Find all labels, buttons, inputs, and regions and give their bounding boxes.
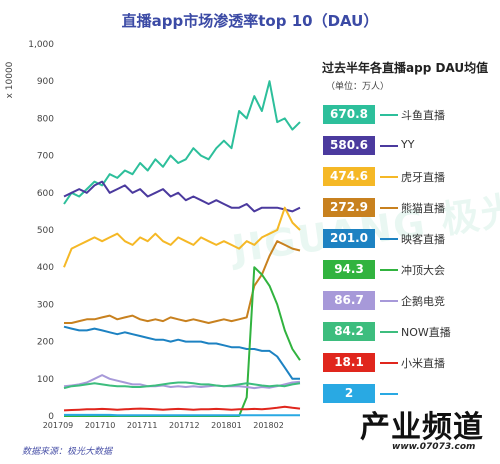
y-tick-label: 100 <box>37 375 54 385</box>
legend-swatch <box>380 114 398 116</box>
legend-series-name: NOW直播 <box>401 326 451 339</box>
legend-average-value: 2 <box>323 384 375 403</box>
legend-series-name: YY <box>401 138 415 151</box>
legend-swatch <box>380 300 398 302</box>
series-line-8 <box>63 405 301 412</box>
legend-swatch <box>380 362 398 364</box>
legend-average-value: 84.2 <box>323 322 375 341</box>
x-tick-label: 201802 <box>253 421 284 430</box>
legend-swatch <box>380 145 398 147</box>
y-tick-label: 1,000 <box>28 40 54 50</box>
y-tick-label: 800 <box>37 114 54 124</box>
legend-title-text: 过去半年各直播app DAU均值 <box>322 61 489 75</box>
y-tick-label: 0 <box>48 412 54 422</box>
legend-unit: （单位：万人） <box>326 82 390 92</box>
x-tick-label: 201709 <box>43 421 74 430</box>
y-tick-label: 500 <box>37 226 54 236</box>
legend-average-value: 86.7 <box>323 291 375 310</box>
x-tick-label: 201711 <box>127 421 158 430</box>
legend-title: 过去半年各直播app DAU均值 （单位：万人） <box>322 60 500 96</box>
series-line-0 <box>63 80 301 205</box>
legend-swatch <box>380 331 398 333</box>
site-logo: 产业频道 www.07073.com <box>352 402 498 462</box>
legend-average-value: 474.6 <box>323 167 375 186</box>
x-tick-label: 201710 <box>85 421 116 430</box>
logo-text: 产业频道 <box>360 410 484 445</box>
x-tick-label: 201801 <box>211 421 242 430</box>
series-lines <box>63 80 301 417</box>
series-line-3 <box>64 240 301 324</box>
legend-average-value: 201.0 <box>323 229 375 248</box>
legend-series-name: 冲顶大会 <box>401 264 445 277</box>
series-line-1 <box>63 180 301 213</box>
chart-title: 直播app市场渗透率top 10（DAU） <box>121 12 379 30</box>
y-tick-label: 200 <box>37 338 54 348</box>
y-tick-label: 400 <box>37 263 54 273</box>
x-tick-label: 201712 <box>169 421 200 430</box>
legend-series-name: 熊猫直播 <box>401 202 445 215</box>
legend-series-name: 小米直播 <box>401 357 445 370</box>
series-line-7 <box>63 381 301 390</box>
legend-series-name: 映客直播 <box>401 233 445 246</box>
legend-swatch <box>380 393 398 395</box>
legend-average-value: 94.3 <box>323 260 375 279</box>
y-tick-label: 300 <box>37 300 54 310</box>
legend-swatch <box>380 238 398 240</box>
y-tick-label: 900 <box>37 77 54 87</box>
series-line-6 <box>63 374 301 390</box>
legend-swatch <box>380 176 398 178</box>
legend-average-value: 272.9 <box>323 198 375 217</box>
y-axis-unit-label: x 10000 <box>5 61 15 98</box>
series-line-2 <box>63 206 301 268</box>
legend-swatch <box>380 207 398 209</box>
legend-series-name: 斗鱼直播 <box>401 109 445 122</box>
legend-average-value: 18.1 <box>323 353 375 372</box>
y-axis: x 10000 0 100 200 300 400 500 600 700 800 900 1,000 <box>5 40 54 422</box>
x-axis: 201709 201710 201711 201712 201801 201802 <box>43 421 284 430</box>
series-line-4 <box>63 325 300 380</box>
legend-series-name: 虎牙直播 <box>401 171 445 184</box>
legend-series-name: 企鹅电竞 <box>401 295 445 308</box>
legend-average-value: 670.8 <box>323 105 375 124</box>
source-note: 数据来源：极光大数据 <box>22 447 113 457</box>
y-tick-label: 700 <box>37 152 54 162</box>
legend-average-value: 580.6 <box>323 136 375 155</box>
logo-url: www.07073.com <box>392 442 476 452</box>
legend-swatch <box>380 269 398 271</box>
y-tick-label: 600 <box>37 189 54 199</box>
